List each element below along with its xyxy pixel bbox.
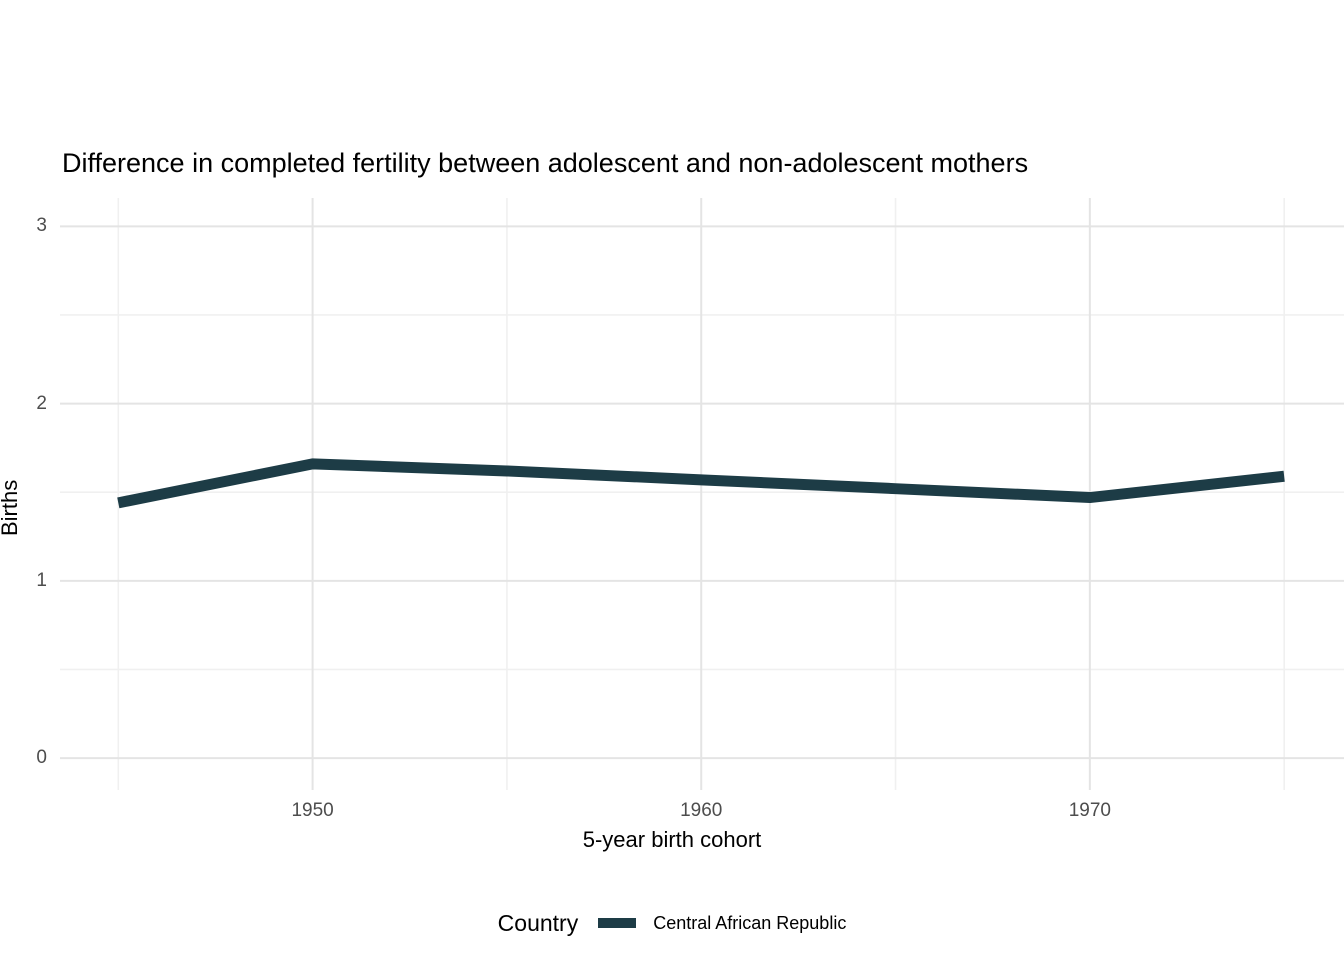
series-line-central-african-republic bbox=[117, 458, 1285, 509]
x-tick-label: 1950 bbox=[291, 800, 334, 821]
y-axis-title: Births bbox=[0, 479, 22, 536]
y-tick-label: 1 bbox=[36, 569, 47, 591]
legend: Country Central African Republic bbox=[0, 903, 1344, 943]
x-tick-label: 1970 bbox=[1068, 800, 1111, 821]
x-axis-title: 5-year birth cohort bbox=[582, 827, 762, 852]
x-tick-label: 1960 bbox=[680, 800, 723, 821]
legend-entry-label: Central African Republic bbox=[653, 912, 847, 933]
legend-entry: Central African Republic bbox=[598, 913, 846, 934]
legend-title: Country bbox=[497, 909, 579, 936]
legend-line-key-icon bbox=[598, 918, 637, 928]
y-tick-label: 2 bbox=[36, 392, 47, 414]
y-tick-label: 3 bbox=[36, 215, 47, 237]
y-tick-label: 0 bbox=[36, 747, 47, 769]
plot-title: Difference in completed fertility betwee… bbox=[62, 148, 1029, 178]
